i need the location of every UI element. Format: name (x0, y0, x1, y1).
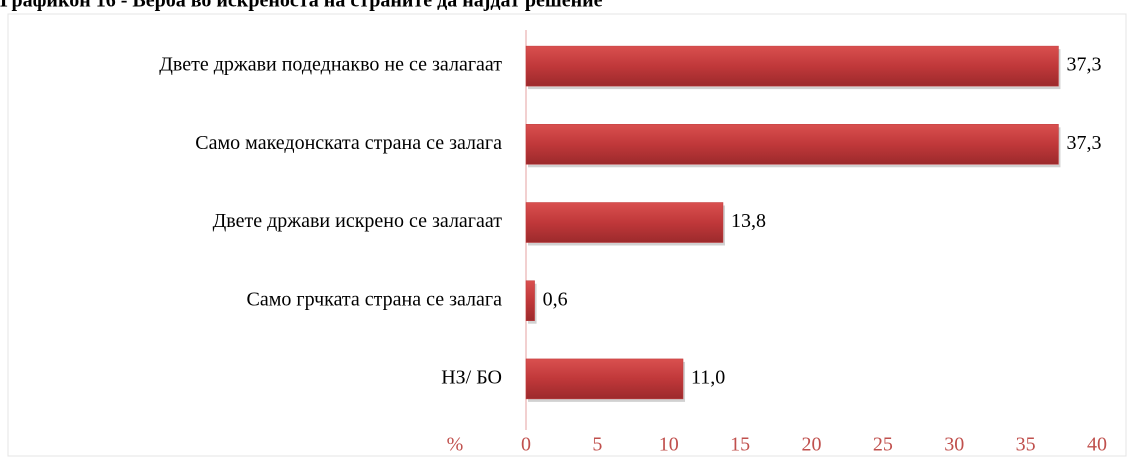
x-axis-label: % (447, 434, 464, 456)
bar (525, 358, 684, 400)
x-tick-label: 40 (1087, 434, 1107, 456)
category-label: Само грчката страна се залага (247, 288, 503, 310)
value-label: 37,3 (1066, 54, 1101, 76)
value-label: 11,0 (691, 366, 725, 388)
category-label: Двете држави искрено се залагаат (213, 210, 503, 232)
chart-title: Графикон 16 - Верба во искреноста на стр… (0, 0, 603, 12)
x-tick-label: 10 (659, 434, 679, 456)
x-tick-label: 0 (521, 434, 531, 456)
x-tick-label: 20 (802, 434, 822, 456)
bar (525, 280, 535, 321)
x-tick-label: 30 (944, 434, 964, 456)
x-tick-label: 5 (592, 434, 602, 456)
value-label: 0,6 (543, 288, 568, 310)
category-label: НЗ/ БО (441, 366, 502, 388)
category-label: Двете држави подеднакво не се залагаат (159, 54, 502, 76)
category-label: Само македонската страна се залага (195, 132, 502, 154)
x-tick-label: 15 (730, 434, 750, 456)
value-label: 37,3 (1066, 132, 1101, 154)
chart-frame (7, 13, 1127, 457)
x-tick-label: 35 (1016, 434, 1036, 456)
value-label: 13,8 (731, 210, 766, 232)
bar (525, 202, 724, 243)
x-tick-label: 25 (873, 434, 893, 456)
bar (525, 45, 1059, 87)
bar (525, 124, 1059, 165)
